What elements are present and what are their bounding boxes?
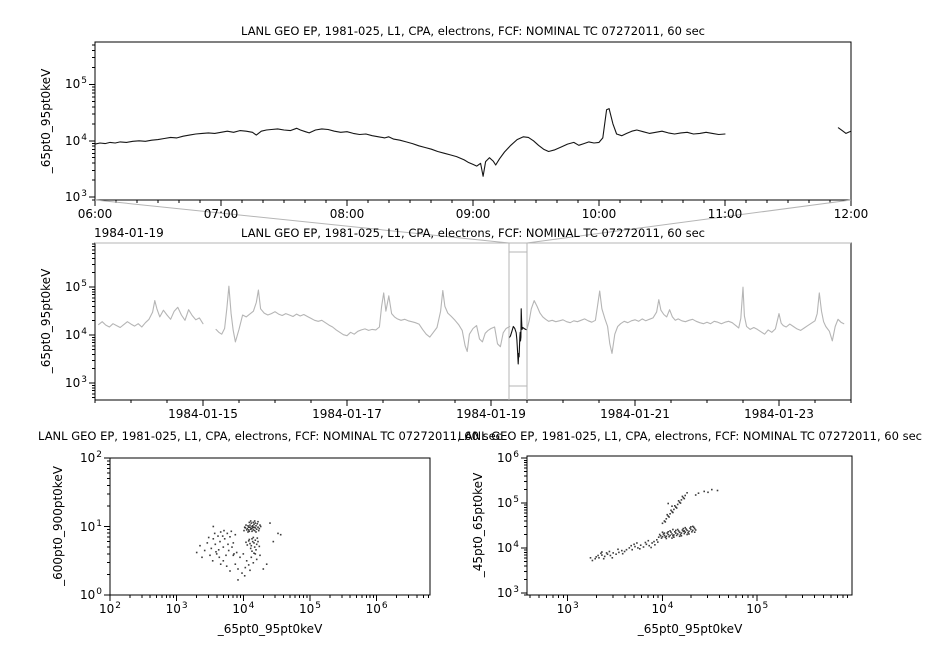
overview-panel-plot-area[interactable] bbox=[95, 243, 851, 400]
top-panel-frame bbox=[94, 41, 852, 201]
context-box[interactable] bbox=[508, 243, 528, 400]
scatter-left-panel-frame bbox=[109, 457, 431, 596]
scatter-right-panel-plot-area[interactable] bbox=[527, 456, 852, 595]
top-panel-series-0 bbox=[95, 108, 726, 177]
overview-panel-series-0 bbox=[526, 286, 845, 354]
overview-panel-data bbox=[98, 285, 845, 365]
context-connector bbox=[94, 199, 852, 244]
top-panel-data bbox=[95, 108, 851, 177]
overview-panel-series-1 bbox=[508, 308, 528, 365]
scatter-right-panel-frame bbox=[526, 455, 853, 596]
overview-panel-series-0 bbox=[98, 300, 204, 329]
top-panel-plot-area[interactable] bbox=[95, 42, 851, 200]
scatter-right-panel-data bbox=[589, 488, 719, 562]
scatter-left-panel-data bbox=[195, 520, 282, 581]
top-panel-series-0 bbox=[837, 127, 851, 134]
overview-panel-series-0 bbox=[215, 285, 511, 353]
scatter-left-panel-plot-area[interactable] bbox=[110, 458, 430, 595]
